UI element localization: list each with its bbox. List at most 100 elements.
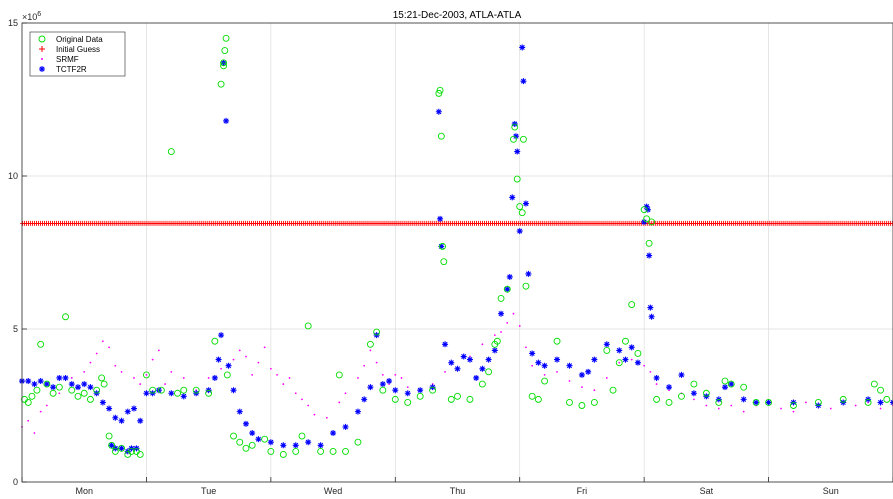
srmf-point	[232, 358, 235, 361]
tctf2r-point	[514, 148, 521, 155]
srmf-point	[170, 370, 173, 373]
srmf-point	[500, 331, 502, 333]
tctf2r-point	[249, 430, 256, 437]
srmf-point	[288, 377, 291, 379]
srmf-point	[101, 340, 104, 343]
srmf-point	[879, 407, 882, 410]
original-data-point	[108, 441, 116, 449]
y-exponent-label: ×106	[22, 11, 41, 22]
original-data-point	[485, 368, 493, 376]
tctf2r-point	[280, 442, 287, 449]
original-data-point	[128, 447, 135, 455]
original-data-point	[513, 175, 521, 183]
tctf2r-point	[578, 371, 585, 378]
srmf-point	[792, 410, 795, 413]
tctf2r-point	[242, 420, 249, 427]
original-data-point	[93, 386, 101, 394]
srmf-point	[531, 364, 534, 367]
x-tick-label: Wed	[324, 486, 342, 496]
tctf2r-point	[566, 362, 573, 369]
srmf-point	[481, 343, 484, 346]
original-data-point	[534, 395, 542, 403]
tctf2r-point	[87, 384, 94, 391]
original-data-point	[478, 380, 486, 388]
original-data-point	[373, 328, 381, 336]
tctf2r-point	[118, 445, 125, 452]
tctf2r-point	[236, 408, 243, 415]
tctf2r-point	[603, 341, 610, 348]
original-data-point	[765, 398, 773, 406]
y-tick-label: 10	[8, 171, 18, 181]
original-data-point	[105, 432, 113, 440]
original-data-point	[236, 438, 244, 446]
tctf2r-point	[740, 396, 747, 403]
original-data-point	[366, 340, 374, 348]
srmf-point	[618, 361, 621, 364]
original-data-point	[436, 86, 444, 94]
legend-box	[29, 31, 126, 77]
tctf2r-point	[454, 365, 461, 372]
y-tick-label: 5	[13, 324, 18, 334]
tctf2r-point	[317, 442, 324, 449]
srmf-point	[518, 325, 521, 327]
original-data-point	[553, 337, 561, 345]
original-data-point	[167, 148, 175, 155]
original-data-point	[205, 389, 213, 397]
tctf2r-point	[417, 387, 424, 394]
srmf-point	[730, 404, 733, 407]
original-data-point	[640, 206, 648, 214]
srmf-point	[630, 358, 633, 361]
original-data-point	[192, 386, 200, 394]
tctf2r-point	[491, 347, 498, 354]
original-data-point	[220, 62, 228, 70]
original-data-point	[242, 444, 250, 452]
srmf-point	[854, 404, 857, 407]
tctf2r-point	[622, 356, 629, 363]
tctf2r-point	[666, 384, 673, 391]
tctf2r-point	[137, 417, 144, 424]
tctf2r-point	[728, 381, 735, 388]
tctf2r-point	[255, 436, 262, 443]
tctf2r-point	[267, 439, 274, 446]
original-data-point	[28, 392, 36, 400]
srmf-point	[805, 401, 807, 404]
original-data-point	[43, 380, 51, 388]
original-data-point	[493, 337, 501, 345]
srmf-point	[338, 401, 341, 404]
srmf-point	[643, 364, 646, 367]
original-data-point	[440, 258, 448, 266]
srmf-point	[83, 370, 86, 373]
tctf2r-point	[509, 194, 516, 201]
original-data-point	[566, 398, 573, 406]
srmf-point	[58, 392, 61, 395]
original-data-point	[304, 322, 312, 330]
tctf2r-point	[225, 362, 232, 369]
tctf2r-point	[722, 384, 729, 391]
tctf2r-point	[648, 313, 655, 320]
srmf-point	[506, 321, 509, 324]
tctf2r-point	[37, 378, 44, 385]
original-data-point	[230, 432, 237, 440]
tctf2r-point	[81, 381, 88, 388]
original-data-point	[223, 371, 231, 379]
original-data-point	[217, 80, 225, 88]
srmf-point	[307, 404, 310, 407]
srmf-point	[133, 377, 135, 379]
original-data-point	[86, 395, 94, 403]
tctf2r-point	[448, 359, 455, 366]
original-data-point	[279, 451, 287, 458]
x-tick-label: Mon	[75, 486, 93, 496]
original-data-point	[541, 377, 549, 385]
tctf2r-point	[466, 356, 473, 363]
tctf2r-point	[143, 390, 150, 397]
x-tick-label: Tue	[201, 486, 216, 496]
original-data-point	[528, 392, 536, 400]
srmf-point	[381, 374, 384, 376]
original-data-point	[100, 380, 108, 388]
original-data-point	[609, 386, 617, 394]
tctf2r-point	[519, 44, 526, 51]
tctf2r-point	[516, 228, 523, 235]
tctf2r-point	[56, 374, 63, 381]
